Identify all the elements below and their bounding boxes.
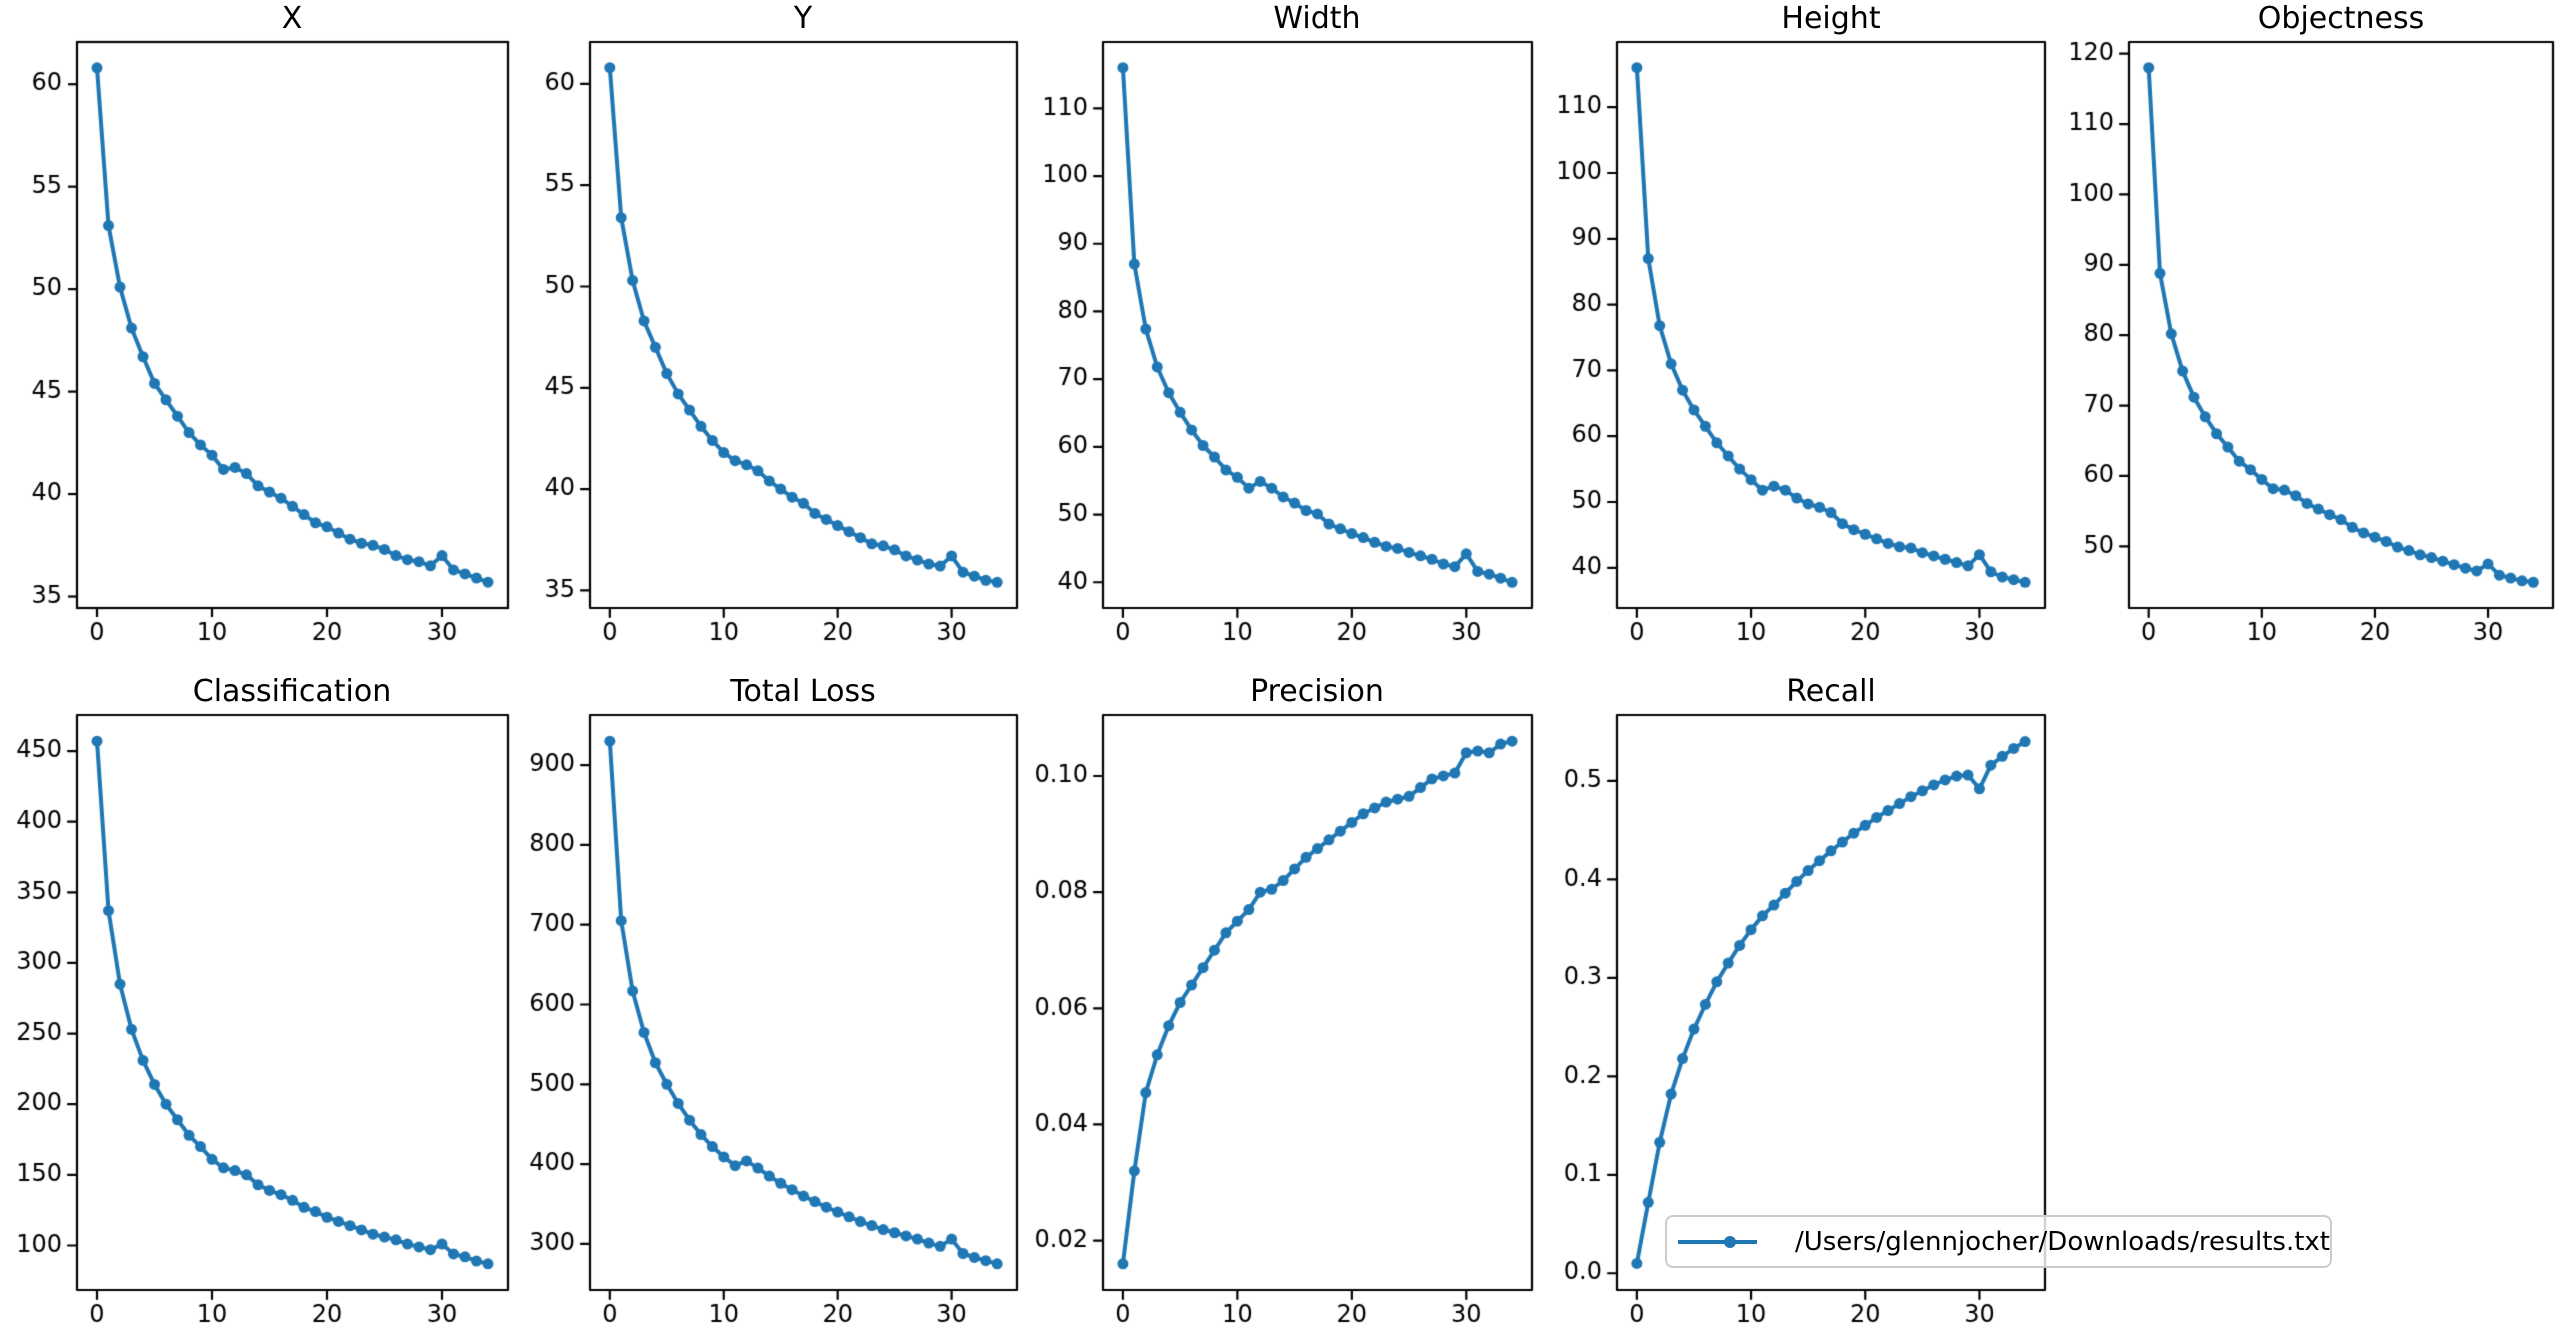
subplot-title-width: Width	[1273, 1, 1361, 36]
subplot-title-y: Y	[793, 1, 813, 36]
legend-label: /Users/glennjocher/Downloads/results.txt	[1794, 1226, 2330, 1257]
subplot-title-objectness: Objectness	[2257, 1, 2425, 36]
legend-line-sample-icon	[1678, 1235, 1757, 1248]
subplot-title-recall: Recall	[1786, 674, 1876, 709]
subplot-title-total-loss: Total Loss	[730, 674, 876, 709]
subplot-title-classification: Classification	[192, 674, 392, 709]
subplot-title-height: Height	[1781, 1, 1881, 36]
subplot-title-precision: Precision	[1250, 674, 1384, 709]
legend-box: /Users/glennjocher/Downloads/results.txt	[1665, 1215, 2332, 1268]
subplot-title-x: X	[281, 1, 303, 36]
